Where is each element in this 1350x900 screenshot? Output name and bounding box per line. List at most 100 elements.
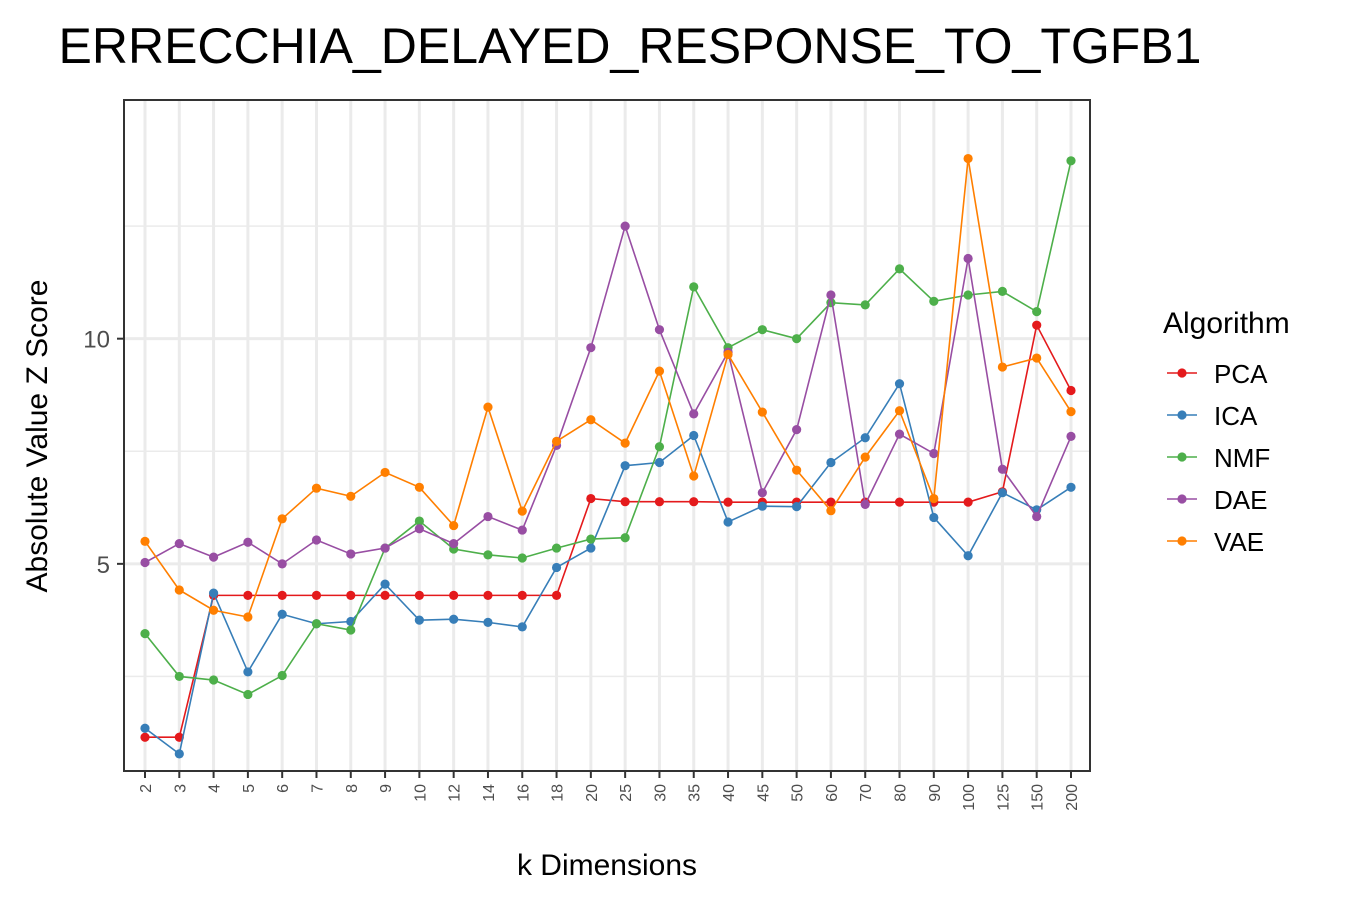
data-point bbox=[894, 406, 905, 416]
x-tick-label: 8 bbox=[344, 784, 361, 793]
data-point bbox=[414, 590, 424, 600]
data-point bbox=[208, 588, 219, 598]
legend-key-point bbox=[1177, 452, 1187, 462]
data-point bbox=[483, 617, 493, 627]
data-point bbox=[826, 457, 836, 468]
data-point bbox=[517, 622, 527, 632]
data-point bbox=[586, 543, 596, 553]
data-point bbox=[311, 619, 322, 629]
legend-label: PCA bbox=[1214, 359, 1268, 389]
data-point bbox=[517, 506, 527, 516]
data-point bbox=[414, 482, 424, 492]
x-tick-label: 200 bbox=[1064, 784, 1081, 811]
data-point bbox=[346, 625, 356, 635]
data-point bbox=[208, 552, 219, 562]
data-point bbox=[174, 538, 184, 549]
data-point bbox=[1066, 156, 1076, 166]
data-point bbox=[380, 467, 390, 478]
legend-item-pca: PCA bbox=[1167, 359, 1268, 389]
data-point bbox=[174, 585, 184, 595]
data-point bbox=[174, 749, 184, 759]
x-tick-label: 90 bbox=[927, 784, 944, 802]
x-tick-label: 50 bbox=[790, 784, 807, 802]
data-point bbox=[826, 497, 836, 507]
data-point bbox=[620, 461, 630, 471]
data-point bbox=[346, 549, 356, 559]
x-tick-label: 25 bbox=[618, 784, 635, 802]
data-point bbox=[997, 286, 1008, 296]
data-point bbox=[243, 667, 253, 677]
data-point bbox=[483, 590, 493, 600]
data-point bbox=[620, 221, 630, 231]
x-tick-label: 45 bbox=[755, 784, 772, 802]
data-point bbox=[723, 497, 733, 507]
data-point bbox=[517, 525, 527, 535]
data-point bbox=[929, 512, 939, 523]
plot-panel-border bbox=[123, 99, 1091, 772]
data-point bbox=[551, 590, 562, 600]
data-point bbox=[792, 465, 802, 475]
data-point bbox=[689, 409, 699, 419]
series-vae bbox=[140, 153, 1076, 622]
data-point bbox=[1066, 407, 1076, 417]
x-tick-label: 20 bbox=[584, 784, 601, 802]
data-point bbox=[551, 543, 562, 553]
data-point bbox=[174, 671, 184, 682]
data-point bbox=[140, 557, 150, 568]
data-point bbox=[140, 629, 150, 639]
data-point bbox=[1032, 353, 1042, 363]
data-point bbox=[140, 732, 150, 742]
x-tick-label: 4 bbox=[207, 784, 224, 793]
data-point bbox=[860, 300, 870, 310]
x-tick-label: 30 bbox=[652, 784, 669, 802]
data-point bbox=[243, 612, 253, 622]
data-point bbox=[208, 605, 219, 615]
data-point bbox=[620, 533, 630, 543]
data-point bbox=[277, 514, 287, 524]
data-point bbox=[620, 497, 630, 507]
series-line bbox=[144, 158, 1072, 618]
data-point bbox=[1066, 385, 1076, 396]
x-tick-label: 80 bbox=[893, 784, 910, 802]
data-point bbox=[517, 590, 527, 600]
data-point bbox=[449, 614, 459, 624]
x-tick-label: 6 bbox=[275, 784, 292, 793]
data-point bbox=[551, 436, 562, 446]
data-point bbox=[483, 511, 493, 522]
chart-title: ERRECCHIA_DELAYED_RESPONSE_TO_TGFB1 bbox=[59, 18, 1202, 74]
x-tick-label: 10 bbox=[412, 784, 429, 802]
legend-item-vae: VAE bbox=[1167, 527, 1264, 557]
series-line bbox=[145, 322, 1072, 739]
data-point bbox=[929, 493, 939, 504]
data-point bbox=[311, 535, 322, 545]
data-point bbox=[963, 290, 973, 300]
series-line bbox=[144, 223, 1072, 565]
data-point bbox=[757, 501, 767, 511]
x-tick-label: 40 bbox=[721, 784, 738, 802]
data-point bbox=[792, 502, 802, 512]
data-point bbox=[654, 497, 665, 507]
data-point bbox=[346, 491, 356, 501]
legend-item-dae: DAE bbox=[1167, 485, 1267, 515]
data-point bbox=[517, 553, 527, 563]
data-point bbox=[620, 438, 630, 448]
data-point bbox=[1066, 482, 1076, 492]
data-point bbox=[277, 670, 287, 681]
legend-key-point bbox=[1177, 410, 1187, 420]
data-point bbox=[1032, 511, 1042, 522]
series-nmf bbox=[140, 156, 1076, 700]
data-point bbox=[551, 562, 562, 573]
data-point bbox=[860, 433, 870, 443]
series-dae bbox=[140, 221, 1076, 569]
data-point bbox=[243, 537, 253, 547]
data-point bbox=[826, 506, 836, 516]
data-point bbox=[894, 379, 905, 389]
data-point bbox=[860, 499, 870, 510]
x-tick-label: 7 bbox=[309, 784, 326, 793]
x-axis-title: k Dimensions bbox=[517, 849, 697, 882]
data-point bbox=[654, 366, 665, 376]
data-point bbox=[483, 550, 493, 560]
legend-key-point bbox=[1177, 368, 1187, 378]
data-point bbox=[277, 609, 287, 619]
plot-grid bbox=[124, 100, 1090, 771]
